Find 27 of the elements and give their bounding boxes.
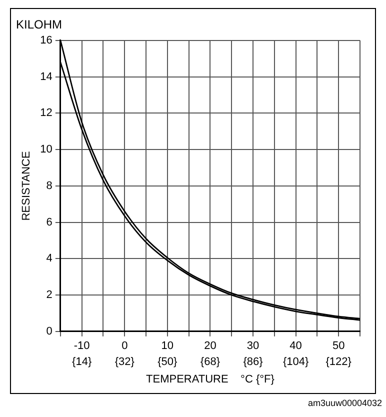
x-tick-label: 40 [290, 340, 302, 352]
x-tick-label: 0 [122, 340, 128, 352]
x2-tick-label: {104} [282, 356, 309, 368]
y-tick-label: 16 [40, 34, 52, 46]
text: am3uuw00004032 [308, 398, 382, 408]
y-tick-label: 10 [40, 144, 52, 156]
x2-tick-label: {32} [114, 356, 135, 368]
y-tick-label: 4 [46, 252, 52, 265]
x-tick-label: 10 [161, 340, 174, 352]
x2-tick-label: {14} [72, 356, 92, 368]
y-tick-label: 14 [40, 70, 52, 83]
y-tick-label: 0 [46, 325, 52, 338]
y-tick-label: 2 [46, 289, 52, 302]
chart-title: KILOHM [16, 18, 62, 32]
y-tick-label: 6 [46, 216, 52, 228]
y-tick-label: 12 [40, 107, 52, 120]
x-tick-label: 20 [204, 340, 216, 352]
x2-tick-label: {86} [243, 356, 264, 368]
y-tick-label: 8 [46, 180, 52, 192]
x-tick-label: -10 [74, 340, 90, 352]
x2-tick-label: {50} [158, 356, 178, 368]
x2-tick-label: {68} [200, 356, 220, 368]
y-axis-title: RESISTANCE [20, 151, 33, 221]
x-tick-label: 30 [246, 340, 260, 352]
x-axis-title: TEMPERATURE °C {°F} [146, 373, 275, 386]
x2-tick-label: {122} [326, 356, 352, 368]
x-tick-label: 50 [332, 340, 345, 352]
